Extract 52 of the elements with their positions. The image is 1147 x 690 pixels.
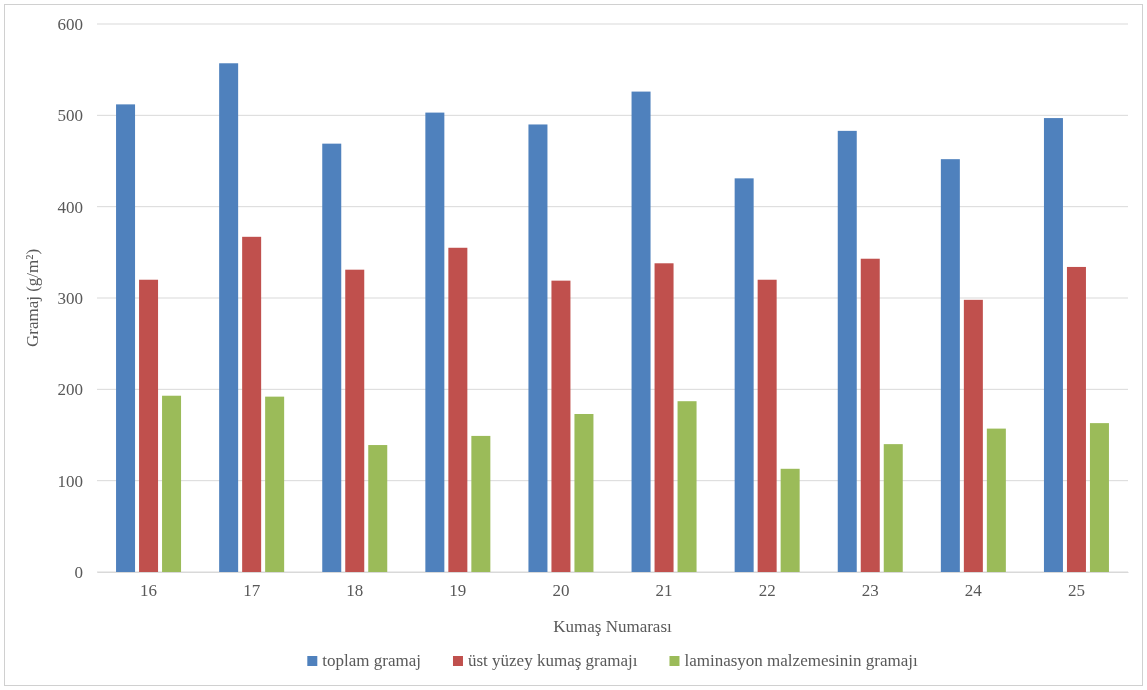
y-axis-title: Gramaj (g/m²) bbox=[23, 248, 42, 348]
bar bbox=[757, 279, 777, 572]
y-tick-label: 300 bbox=[57, 288, 83, 308]
x-tick-label: 22 bbox=[758, 581, 776, 601]
bar bbox=[1066, 266, 1086, 572]
bar bbox=[734, 178, 754, 572]
bar bbox=[471, 435, 491, 572]
x-tick-label: 25 bbox=[1067, 581, 1085, 601]
bar bbox=[448, 247, 468, 572]
y-tick-label: 200 bbox=[57, 380, 83, 400]
legend-label: toplam gramaj bbox=[322, 651, 421, 670]
y-tick-label: 0 bbox=[74, 562, 83, 582]
x-tick-label: 16 bbox=[140, 581, 158, 601]
y-tick-label: 100 bbox=[57, 471, 83, 491]
bar bbox=[322, 143, 342, 572]
y-tick-label: 600 bbox=[57, 14, 83, 34]
bar bbox=[1043, 118, 1063, 572]
bar bbox=[265, 396, 285, 572]
x-tick-label: 23 bbox=[861, 581, 879, 601]
x-tick-label: 17 bbox=[243, 581, 261, 601]
bar bbox=[654, 263, 674, 572]
bar bbox=[242, 236, 262, 572]
x-tick-label: 21 bbox=[655, 581, 673, 601]
bar bbox=[963, 299, 983, 572]
bar bbox=[860, 258, 880, 572]
bar bbox=[677, 401, 697, 572]
x-tick-label: 19 bbox=[449, 581, 467, 601]
bar bbox=[986, 428, 1006, 572]
bar bbox=[368, 445, 388, 572]
bar bbox=[551, 280, 571, 572]
x-tick-label: 18 bbox=[346, 581, 364, 601]
x-tick-label: 24 bbox=[964, 581, 983, 601]
bar bbox=[528, 124, 548, 572]
legend-label: üst yüzey kumaş gramajı bbox=[467, 651, 638, 670]
bar bbox=[631, 91, 651, 572]
bar bbox=[425, 112, 445, 572]
bar bbox=[345, 269, 365, 572]
bar bbox=[219, 63, 239, 572]
y-tick-label: 500 bbox=[57, 106, 83, 126]
bar bbox=[837, 130, 857, 572]
x-axis-title: Kumaş Numarası bbox=[553, 617, 673, 636]
bar bbox=[1089, 423, 1109, 572]
bar bbox=[940, 159, 960, 572]
bar bbox=[116, 104, 136, 572]
x-tick-label: 20 bbox=[552, 581, 570, 601]
bar bbox=[574, 413, 594, 572]
bar bbox=[780, 468, 800, 572]
bar bbox=[883, 444, 903, 572]
y-tick-label: 400 bbox=[57, 197, 83, 217]
bar bbox=[139, 279, 159, 572]
legend-label: laminasyon malzemesinin gramajı bbox=[684, 651, 918, 670]
bar bbox=[162, 395, 182, 572]
